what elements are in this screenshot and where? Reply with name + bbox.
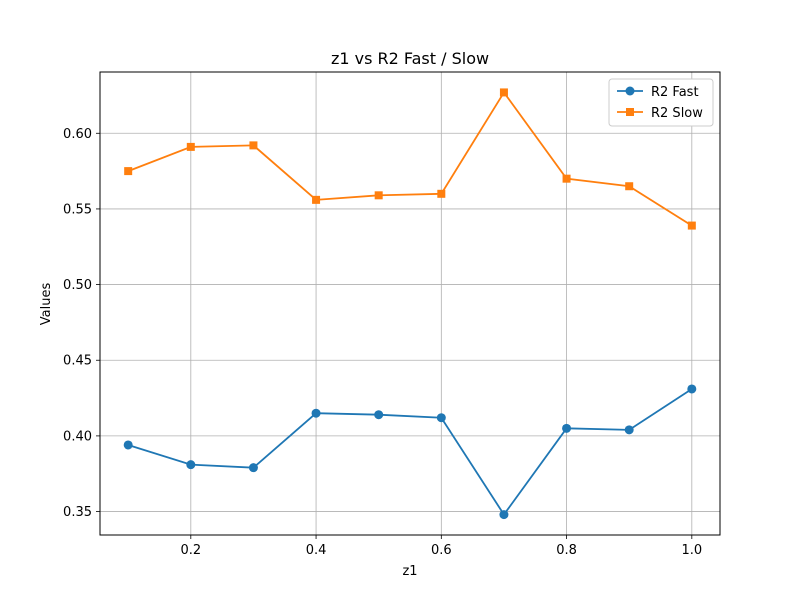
data-point-r2-slow bbox=[437, 189, 446, 198]
data-point-r2-slow bbox=[625, 182, 634, 191]
legend-label-r2-slow: R2 Slow bbox=[651, 106, 703, 121]
y-tick-label: 0.60 bbox=[63, 127, 92, 142]
data-point-r2-slow bbox=[562, 174, 571, 183]
data-point-r2-fast bbox=[374, 410, 384, 420]
data-point-r2-slow bbox=[374, 191, 383, 200]
data-point-r2-slow bbox=[499, 88, 508, 97]
y-tick-label: 0.40 bbox=[63, 429, 92, 444]
y-axis-ticks: 0.35 0.40 0.45 0.50 0.55 0.60 bbox=[63, 127, 100, 520]
x-tick-label: 0.8 bbox=[556, 543, 577, 558]
plot-frame bbox=[99, 71, 721, 536]
x-tick-label: 0.4 bbox=[306, 543, 327, 558]
x-tick-label: 0.2 bbox=[180, 543, 201, 558]
data-point-r2-fast bbox=[436, 413, 446, 423]
series-line-r2-fast bbox=[127, 388, 693, 517]
legend-marker-r2-fast bbox=[625, 86, 635, 96]
data-point-r2-fast bbox=[499, 510, 509, 520]
legend-label-r2-fast: R2 Fast bbox=[651, 85, 699, 100]
y-tick-label: 0.35 bbox=[63, 505, 92, 520]
data-point-r2-fast bbox=[248, 463, 258, 473]
data-point-r2-slow bbox=[312, 195, 321, 204]
chart-title: z1 vs R2 Fast / Slow bbox=[331, 49, 489, 68]
data-point-r2-fast bbox=[123, 440, 133, 450]
data-point-r2-slow bbox=[124, 167, 133, 176]
y-tick-label: 0.55 bbox=[63, 202, 92, 217]
data-point-r2-fast bbox=[562, 423, 572, 433]
x-tick-label: 0.6 bbox=[431, 543, 452, 558]
data-point-r2-slow bbox=[186, 142, 195, 151]
y-tick-label: 0.45 bbox=[63, 354, 92, 369]
data-point-r2-slow bbox=[687, 221, 696, 230]
x-axis-ticks: 0.2 0.4 0.6 0.8 1.0 bbox=[180, 535, 702, 558]
series-layer bbox=[123, 88, 697, 520]
x-tick-label: 1.0 bbox=[681, 543, 702, 558]
grid bbox=[100, 72, 720, 535]
series-line-r2-slow bbox=[127, 90, 693, 227]
data-point-r2-fast bbox=[624, 425, 634, 435]
data-point-r2-fast bbox=[186, 460, 196, 470]
data-point-r2-slow bbox=[249, 141, 258, 150]
y-tick-label: 0.50 bbox=[63, 278, 92, 293]
y-axis-label: Values bbox=[39, 283, 54, 326]
legend: R2 Fast R2 Slow bbox=[608, 78, 714, 127]
data-point-r2-fast bbox=[311, 408, 321, 418]
legend-marker-r2-slow bbox=[626, 108, 634, 116]
x-axis-label: z1 bbox=[402, 564, 417, 579]
data-point-r2-fast bbox=[687, 384, 697, 394]
